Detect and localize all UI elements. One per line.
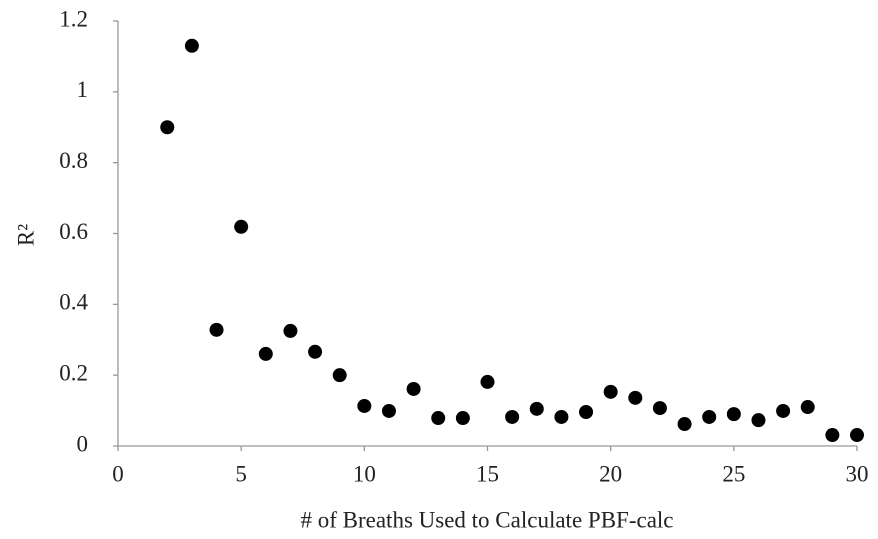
point (677, 417, 692, 432)
point (455, 411, 470, 426)
point (160, 120, 175, 135)
y-tick-label: 0 (77, 431, 89, 456)
x-tick-label: 5 (235, 461, 247, 486)
point (554, 409, 569, 424)
x-tick-label: 20 (599, 461, 622, 486)
point (308, 344, 323, 359)
x-tick-label: 0 (112, 461, 124, 486)
x-tick-label: 25 (722, 461, 745, 486)
point (579, 405, 594, 419)
x-tick-label: 15 (476, 461, 499, 486)
point (406, 381, 421, 396)
point (628, 390, 643, 405)
x-axis-label: # of Breaths Used to Calculate PBF-calc (300, 507, 673, 532)
point (381, 403, 396, 418)
x-tick-label: 30 (846, 461, 869, 486)
point (776, 403, 791, 418)
point (184, 38, 199, 53)
point (603, 384, 618, 399)
point (529, 401, 544, 416)
point (726, 407, 741, 422)
y-tick-label: 0.4 (59, 290, 88, 315)
point (234, 219, 249, 234)
point (480, 374, 495, 389)
y-axis-label: R² (13, 224, 38, 246)
y-tick-label: 0.6 (59, 219, 88, 244)
y-tick-label: 1 (77, 77, 89, 102)
point (332, 368, 347, 383)
point (850, 428, 864, 443)
point (505, 409, 520, 424)
y-tick-label: 1.2 (59, 6, 88, 31)
y-tick-label: 0.8 (59, 148, 88, 173)
point (800, 400, 815, 415)
point (702, 409, 717, 424)
point (283, 323, 298, 338)
point (825, 428, 840, 443)
point (652, 401, 667, 416)
point (258, 346, 273, 361)
x-tick-label: 10 (353, 461, 376, 486)
y-tick-label: 0.2 (59, 360, 88, 385)
point (751, 413, 766, 428)
point (357, 398, 372, 413)
point (209, 322, 224, 337)
point (431, 411, 446, 426)
